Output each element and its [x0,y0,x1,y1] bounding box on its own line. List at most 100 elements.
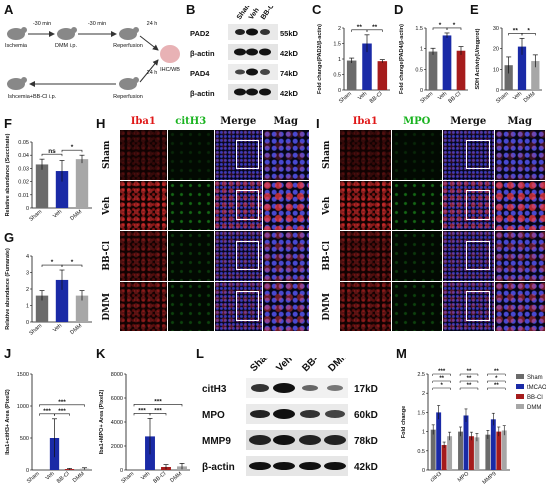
x-tick-label: DMM [69,209,83,222]
sig-label: ** [494,369,499,375]
x-tick-label: Veh [357,91,368,102]
blot-row: MMP9 78kD [202,430,378,450]
protein-label: MMP9 [202,436,231,447]
y-tick-label: 10 [493,67,499,73]
y-tick-label: 1.5 [333,42,341,48]
y-tick-label: 2000 [111,444,123,450]
y-tick-label: 4000 [111,420,123,426]
y-tick-label: 1500 [17,372,29,378]
chart-F: Relative abundance (Succinate) 0 0.01 0.02 0… [5,133,92,223]
sig-label: *** [58,408,66,415]
legend-swatch [516,394,524,399]
legend-label: BB-Cl [527,395,543,401]
blot-row: β-actin 42kD [190,44,299,60]
sig-bracket [459,373,479,376]
microscopy-image [443,281,494,331]
microscopy-image [262,281,309,331]
column-header: Iba1 [130,116,156,127]
bar [490,419,496,470]
size-label: 17kD [354,384,378,395]
y-tick-label: 30 [493,26,499,32]
x-tick-label: Veh [45,471,56,482]
y-tick-label: 0 [26,206,29,212]
bar [501,430,507,470]
y-tick-label: 0 [120,468,123,474]
magnify-box [235,291,259,321]
size-label: 55kD [280,29,299,38]
lane-label: Sham [248,358,275,374]
magnify-box [235,139,259,170]
microscopy-image [391,281,442,331]
protein-label: PAD4 [190,69,210,78]
y-tick-label: 8000 [111,372,123,378]
sig-label: ** [357,24,363,31]
legend-label: Sham [527,375,543,381]
y-tick-label: 500 [20,436,29,442]
bar [430,429,436,470]
x-tick-label: MPO [457,470,471,483]
column-header: Mag [507,116,533,127]
sig-bracket [61,264,83,268]
microscopy-image [340,281,391,331]
protein-label: PAD2 [190,29,209,38]
sig-bracket [432,380,451,383]
bar [35,295,49,322]
microscopy-image [262,180,309,230]
protein-label: β-actin [202,462,235,473]
blot-row: citH3 17kD [202,378,378,398]
microscopy-image [391,180,442,230]
column-header: Merge [220,116,257,127]
timeline-diagram: -30 min -30 min 24 h 24 h Ischemia DMM i… [5,21,180,100]
microscopy-image [262,231,309,281]
y-axis-label: Iba1+citH3+ Area (Pixel2) [5,389,11,455]
label-E: E [470,2,479,17]
blot-B: Sham Veh BB-Cl PAD2 55kD β-actin 42kD PA… [190,6,299,100]
bar [458,431,463,470]
bar [531,61,540,90]
sig-label: * [453,22,456,29]
y-tick-label: 0.04 [18,153,29,159]
y-tick-label: 0.5 [415,67,423,73]
y-tick-label: 4 [26,254,29,260]
sig-bracket [149,413,167,416]
x-tick-label: BB-Cl [369,91,384,105]
bar [463,415,469,470]
magnify-box [465,240,491,271]
sig-bracket [459,387,479,390]
microscopy-image [215,231,262,281]
legend-swatch [516,374,524,379]
y-tick-label: 1.5 [415,26,423,32]
sig-label: * [495,376,498,382]
row-label: Sham [102,140,112,169]
label-B: B [186,2,196,17]
sig-label: *** [58,399,66,406]
bar [442,35,452,90]
y-tick-label: 1 [26,304,29,310]
bar [456,50,466,90]
sig-bracket [41,153,63,157]
blot-L: Sham Veh BB-Cl DMM citH3 17kD MPO 60kD M… [202,358,378,476]
x-tick-label: BB-Cl [152,471,167,485]
sig-bracket [446,27,462,30]
microscopy-image [167,180,214,230]
legend-label: DMM [527,405,541,411]
y-tick-label: 0 [26,468,29,474]
microscopy-image [494,281,545,331]
blot-row: PAD2 55kD [190,24,299,40]
microscopy-image [167,281,214,331]
sig-bracket [459,380,479,383]
x-tick-label: Veh [437,91,448,102]
timing-label: 24 h [147,70,158,76]
label-J: J [4,346,12,361]
step-label: Ishcemia+BB-Cl i.p. [8,94,57,100]
legend-swatch [516,404,524,409]
mouse-icon [119,27,139,40]
x-tick-label: DMM [169,471,183,484]
row-label: Sham [322,140,332,169]
bar [496,431,502,470]
magnify-box [465,190,491,220]
microscopy-image [167,231,214,281]
microscopy-image [215,180,262,230]
